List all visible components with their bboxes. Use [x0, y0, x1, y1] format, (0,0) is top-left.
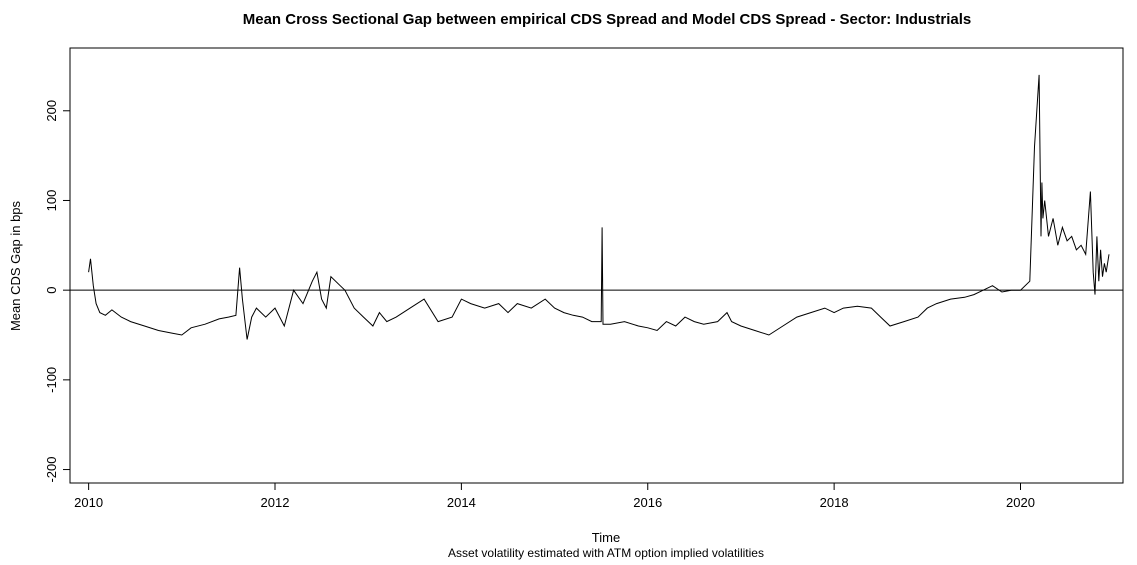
- series-line: [88, 74, 1110, 340]
- x-tick-label: 2018: [820, 495, 849, 510]
- x-axis-label: Time: [592, 530, 620, 545]
- plot-frame: [69, 47, 1124, 484]
- chart-subtitle: Asset volatility estimated with ATM opti…: [448, 546, 764, 560]
- x-tick-label: 2014: [447, 495, 476, 510]
- y-tick-label: -100: [44, 367, 59, 393]
- y-tick-label: 200: [44, 100, 59, 122]
- y-tick-label: 100: [44, 190, 59, 212]
- x-tick-label: 2020: [1006, 495, 1035, 510]
- x-tick-label: 2016: [633, 495, 662, 510]
- y-axis-label: Mean CDS Gap in bps: [8, 200, 23, 331]
- x-tick-label: 2012: [261, 495, 290, 510]
- y-tick-label: 0: [44, 287, 59, 294]
- x-tick-label: 2010: [74, 495, 103, 510]
- y-axis: -200 -100 0 100 200: [44, 100, 70, 483]
- x-axis: 2010 2012 2014 2016 2018 2020: [74, 483, 1035, 510]
- y-tick-label: -200: [44, 457, 59, 483]
- chart-title: Mean Cross Sectional Gap between empiric…: [243, 11, 972, 28]
